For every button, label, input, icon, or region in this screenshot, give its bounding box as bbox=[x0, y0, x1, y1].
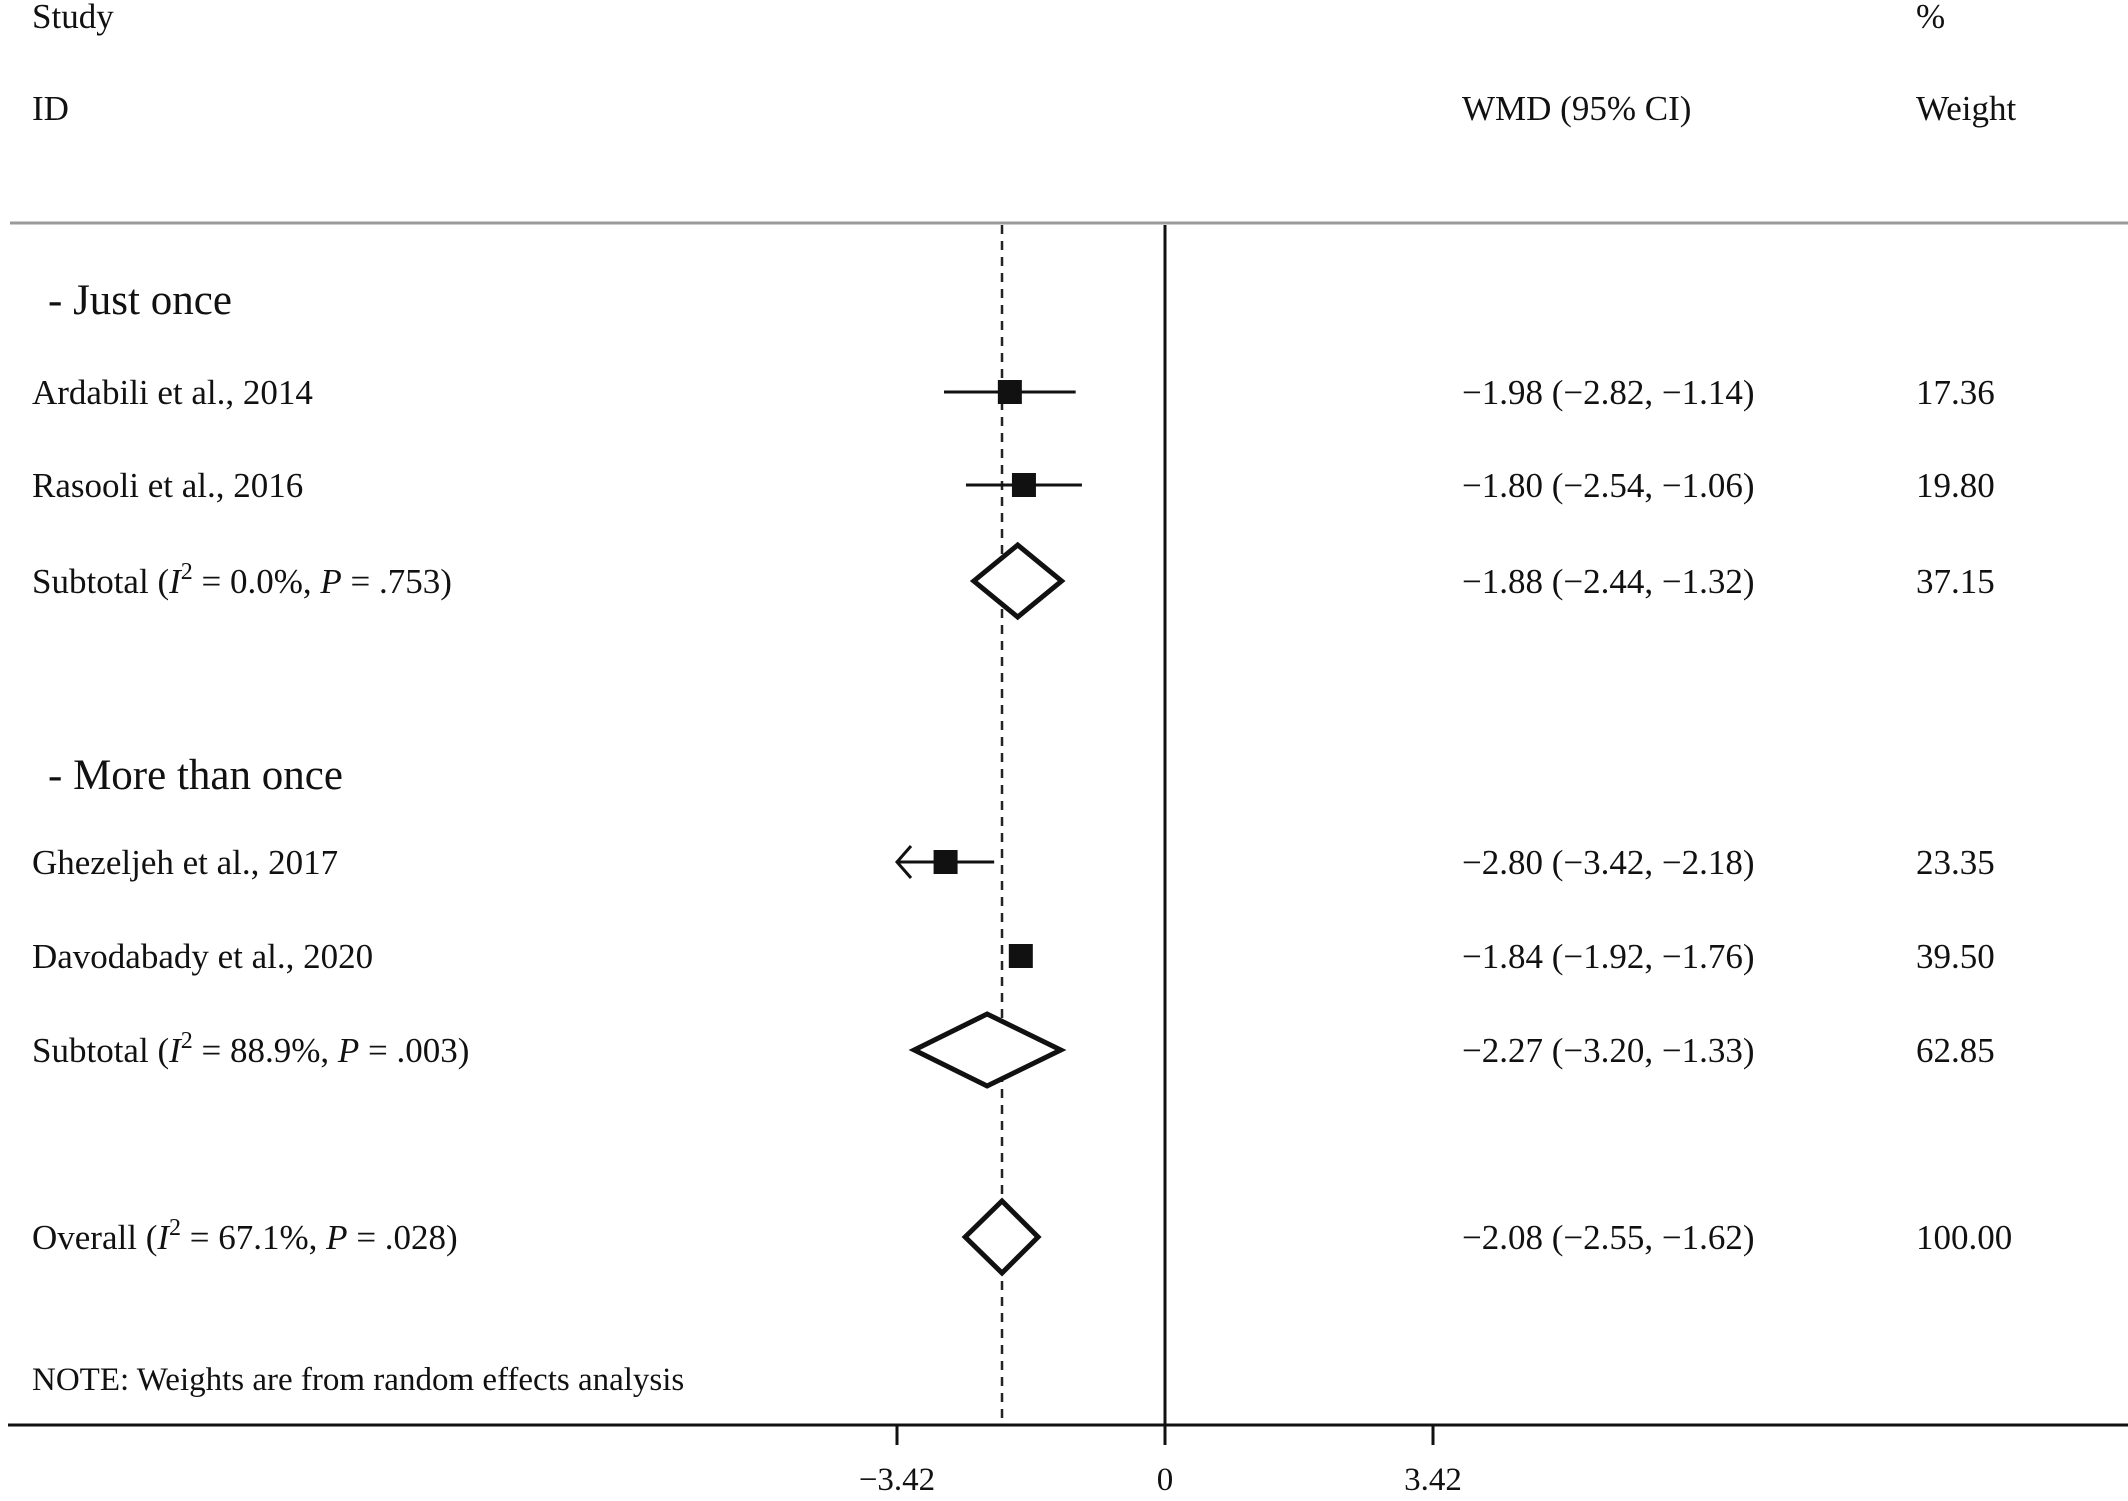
forest-rows: - Just once Ardabili et al., 2014 −1.98 (−… bbox=[32, 277, 2012, 1277]
x-tick-label: 0 bbox=[1157, 1462, 1174, 1498]
overall-diamond bbox=[961, 1197, 1042, 1277]
subtotal-diamond bbox=[969, 541, 1066, 621]
row-effect: −1.80 (−2.54, −1.06) bbox=[1462, 466, 1755, 505]
row-label-text: Overall bbox=[32, 1218, 137, 1257]
x-tick-label: −3.42 bbox=[859, 1462, 935, 1498]
row-label-text: Subtotal bbox=[32, 1031, 149, 1070]
stat-i: I bbox=[168, 562, 183, 601]
stat-mid: = 0.0%, bbox=[193, 562, 321, 601]
subtotal-diamond bbox=[908, 1011, 1067, 1089]
header-study: Study bbox=[32, 0, 114, 36]
row-label-text: Ghezeljeh et al., 2017 bbox=[32, 843, 338, 882]
group-label: - Just once bbox=[48, 277, 232, 324]
row-effect: −2.27 (−3.20, −1.33) bbox=[1462, 1031, 1755, 1070]
header-id: ID bbox=[32, 89, 69, 128]
forest-row-study: Ghezeljeh et al., 2017 −2.80 (−3.42, −2.1… bbox=[32, 843, 1995, 882]
stat-mid: = 67.1%, bbox=[181, 1218, 326, 1257]
row-weight: 19.80 bbox=[1916, 466, 1995, 505]
row-effect: −1.88 (−2.44, −1.32) bbox=[1462, 562, 1755, 601]
header-weight: Weight bbox=[1916, 89, 2016, 128]
row-label-text: Subtotal bbox=[32, 562, 149, 601]
stat-mid: = 88.9%, bbox=[193, 1031, 338, 1070]
row-weight: 23.35 bbox=[1916, 843, 1995, 882]
stat-sup: 2 bbox=[181, 559, 193, 585]
row-label-text: Ardabili et al., 2014 bbox=[32, 373, 313, 412]
stat-p: P bbox=[319, 562, 341, 601]
row-label: Ardabili et al., 2014 bbox=[32, 373, 313, 412]
row-weight: 17.36 bbox=[1916, 373, 1995, 412]
stat-open: ( bbox=[149, 1031, 169, 1070]
stat-close: = .003) bbox=[359, 1031, 469, 1070]
stat-p: P bbox=[325, 1218, 347, 1257]
point-estimate-square bbox=[933, 850, 958, 874]
x-axis-ticks: −3.42 0 3.42 bbox=[859, 1425, 1462, 1498]
forest-row-study: Rasooli et al., 2016 −1.80 (−2.54, −1.06)… bbox=[32, 466, 1995, 505]
row-effect: −2.08 (−2.55, −1.62) bbox=[1462, 1218, 1755, 1257]
row-label-text: Rasooli et al., 2016 bbox=[32, 466, 303, 505]
row-label-text: Davodabady et al., 2020 bbox=[32, 937, 373, 976]
stat-open: ( bbox=[149, 562, 169, 601]
header-effect: WMD (95% CI) bbox=[1462, 89, 1691, 128]
row-label: Subtotal (I2 = 0.0%, P = .753) bbox=[32, 559, 452, 601]
group-label: - More than once bbox=[48, 752, 343, 799]
row-weight: 100.00 bbox=[1916, 1218, 2012, 1257]
row-effect: −2.80 (−3.42, −2.18) bbox=[1462, 843, 1755, 882]
note-text: NOTE: Weights are from random effects an… bbox=[32, 1362, 684, 1398]
forest-row-group: - Just once bbox=[48, 277, 232, 324]
x-tick-label: 3.42 bbox=[1404, 1462, 1462, 1498]
stat-open: ( bbox=[137, 1218, 157, 1257]
row-weight: 62.85 bbox=[1916, 1031, 1995, 1070]
row-label: Davodabady et al., 2020 bbox=[32, 937, 373, 976]
ci-arrow bbox=[895, 845, 913, 879]
point-estimate-square bbox=[997, 380, 1022, 404]
forest-row-subtotal: Subtotal (I2 = 0.0%, P = .753) −1.88 (−2.… bbox=[32, 541, 1995, 621]
point-estimate-square bbox=[1008, 944, 1033, 968]
stat-sup: 2 bbox=[169, 1215, 181, 1241]
stat-close: = .028) bbox=[348, 1218, 458, 1257]
row-weight: 39.50 bbox=[1916, 937, 1995, 976]
forest-row-study: Ardabili et al., 2014 −1.98 (−2.82, −1.14… bbox=[32, 373, 1995, 412]
header-percent: % bbox=[1916, 0, 1945, 36]
stat-i: I bbox=[168, 1031, 183, 1070]
row-label: Rasooli et al., 2016 bbox=[32, 466, 303, 505]
row-effect: −1.84 (−1.92, −1.76) bbox=[1462, 937, 1755, 976]
stat-p: P bbox=[337, 1031, 359, 1070]
forest-row-subtotal: Subtotal (I2 = 88.9%, P = .003) −2.27 (−3… bbox=[32, 1011, 1995, 1089]
forest-row-overall: Overall (I2 = 67.1%, P = .028) −2.08 (−2.… bbox=[32, 1197, 2012, 1277]
row-effect: −1.98 (−2.82, −1.14) bbox=[1462, 373, 1755, 412]
row-label: Subtotal (I2 = 88.9%, P = .003) bbox=[32, 1028, 469, 1070]
forest-row-study: Davodabady et al., 2020 −1.84 (−1.92, −1.… bbox=[32, 937, 1995, 976]
point-estimate-square bbox=[1011, 473, 1036, 497]
stat-i: I bbox=[156, 1218, 171, 1257]
stat-close: = .753) bbox=[342, 562, 452, 601]
row-label: Overall (I2 = 67.1%, P = .028) bbox=[32, 1215, 458, 1257]
row-label: Ghezeljeh et al., 2017 bbox=[32, 843, 338, 882]
forest-row-group: - More than once bbox=[48, 752, 343, 799]
row-weight: 37.15 bbox=[1916, 562, 1995, 601]
stat-sup: 2 bbox=[181, 1028, 193, 1054]
